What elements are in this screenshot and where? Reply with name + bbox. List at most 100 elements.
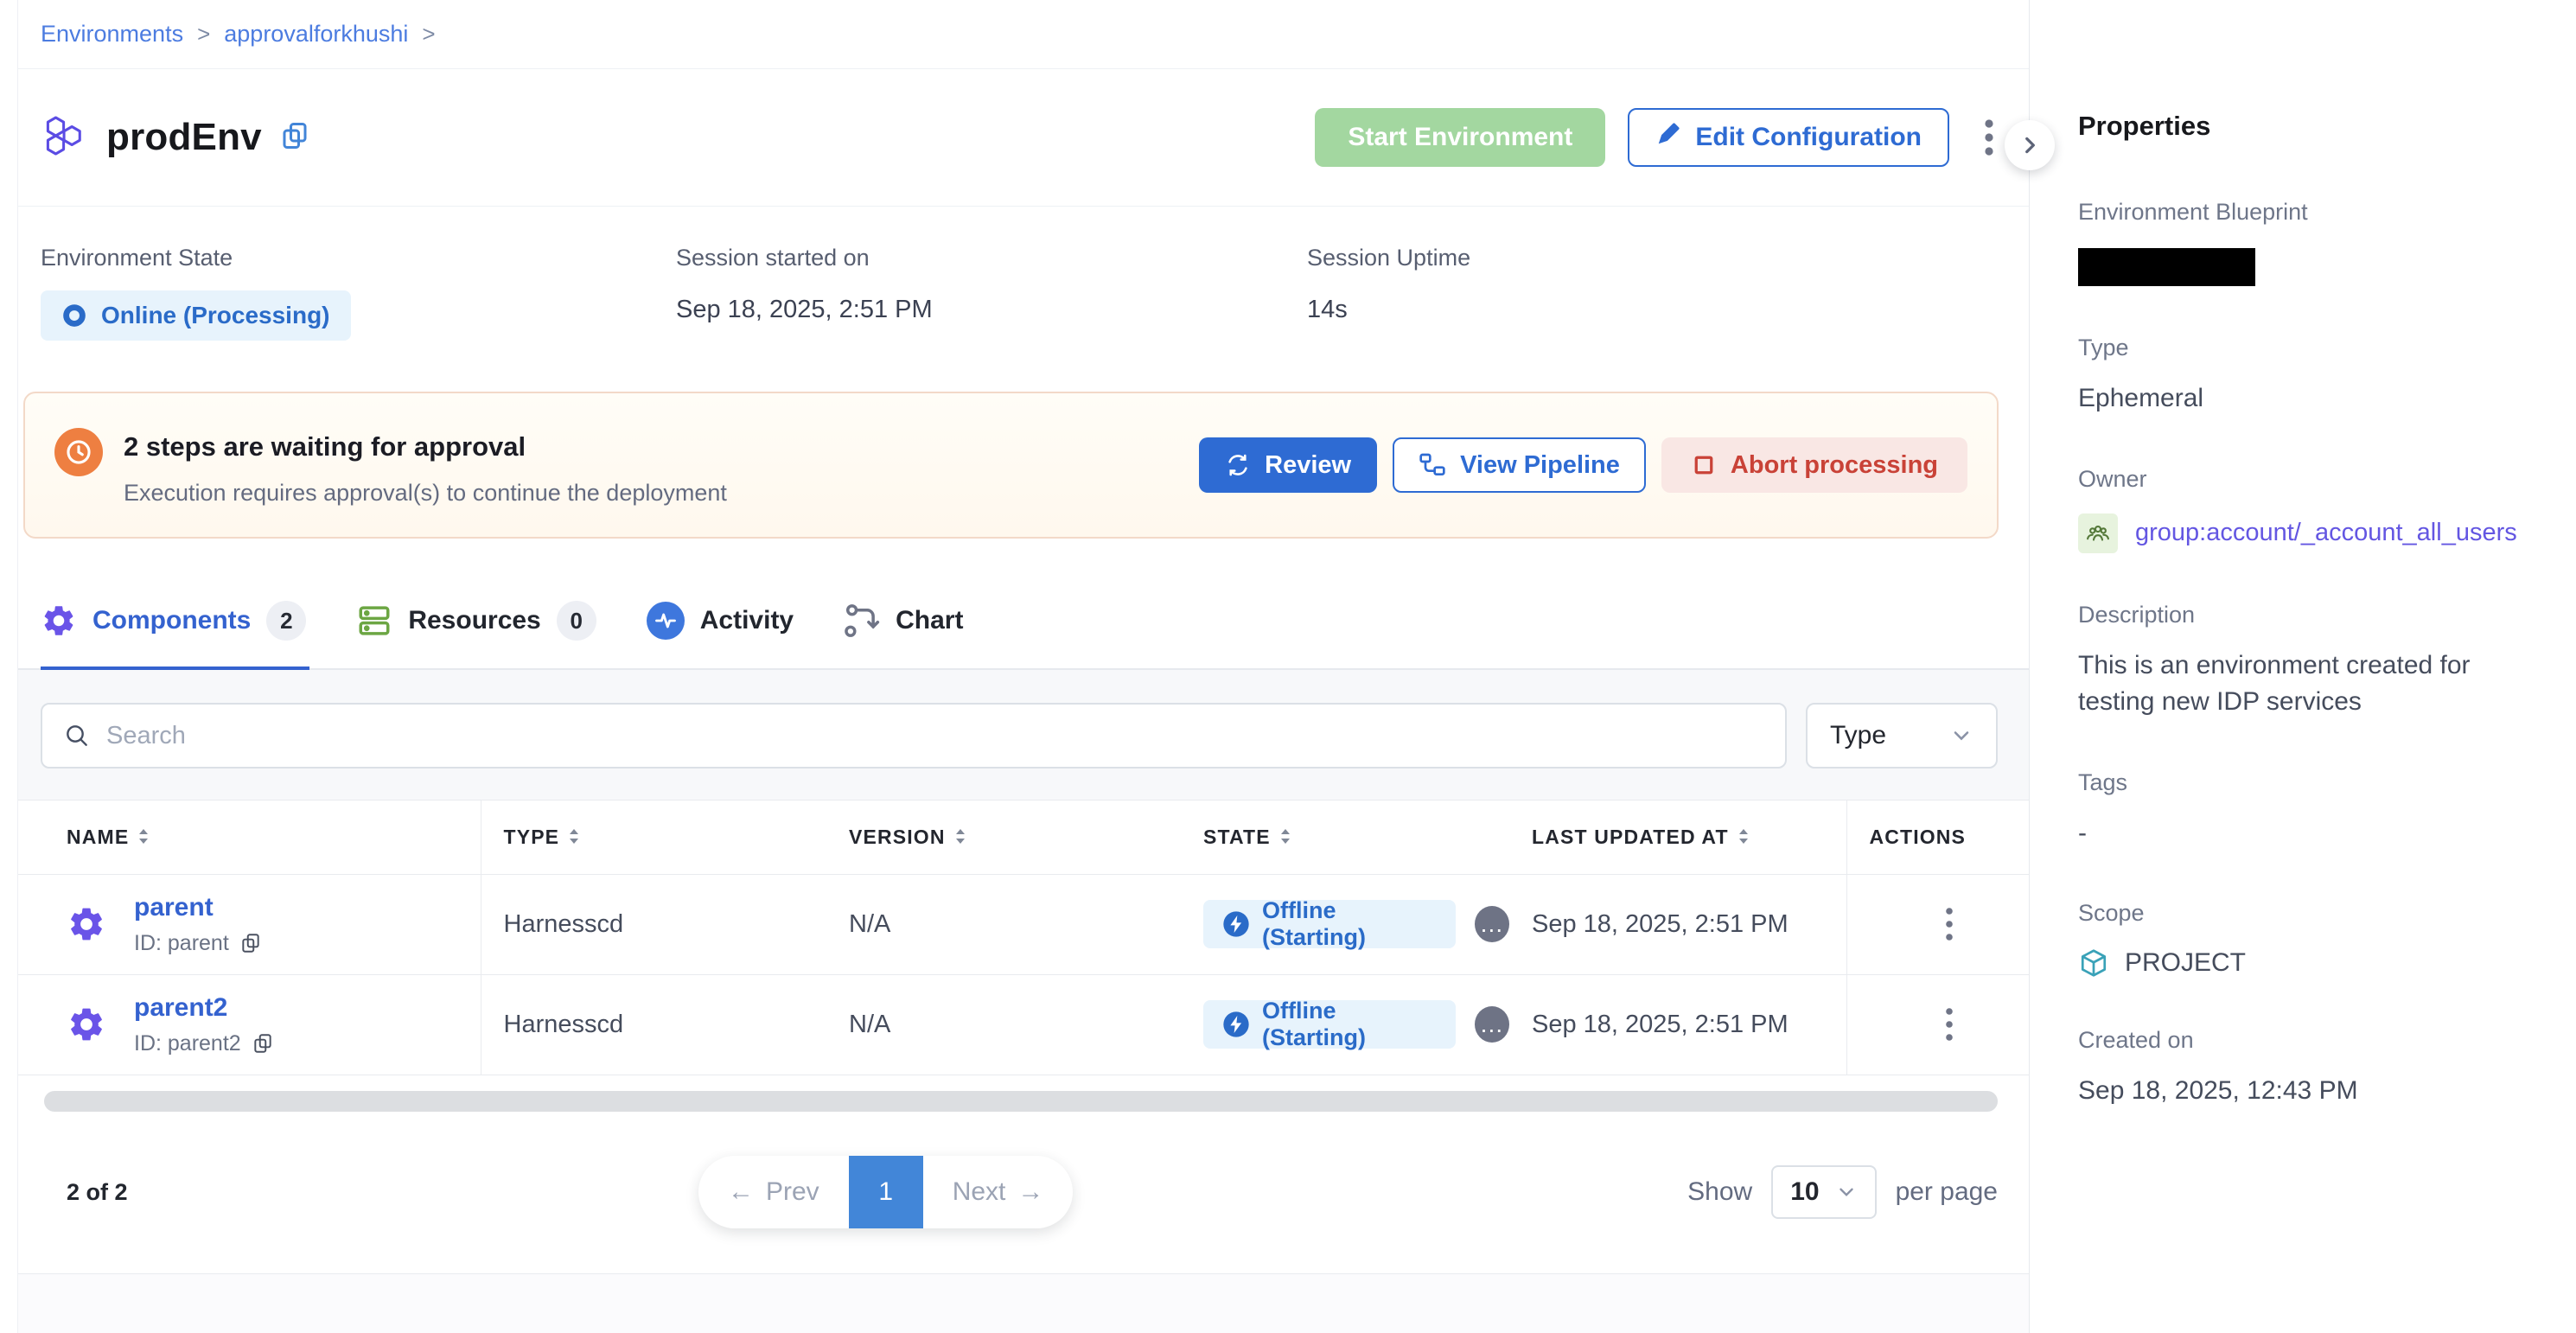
pagination-summary: 2 of 2 [67,1178,128,1205]
type-filter-dropdown[interactable]: Type [1806,703,1998,769]
breadcrumb: Environments > approvalforkhushi > [18,0,2029,69]
gear-icon [41,603,77,639]
edit-configuration-button[interactable]: Edit Configuration [1628,108,1949,167]
prev-page-button[interactable]: ← Prev [698,1177,849,1207]
activity-pulse-icon [646,602,685,640]
tags-property: Tags - [2078,769,2541,852]
tab-activity[interactable]: Activity [646,573,794,668]
component-name-link[interactable]: parent [134,892,214,922]
session-started-value: Sep 18, 2025, 2:51 PM [676,296,933,323]
environment-state-label: Environment State [41,245,233,271]
breadcrumb-environments-link[interactable]: Environments [41,21,184,47]
column-header-version[interactable]: VERSION [826,800,1181,875]
approval-warning-banner: 2 steps are waiting for approval Executi… [23,392,1999,539]
session-started-label: Session started on [676,245,870,271]
header-divider [18,206,2029,207]
sort-icon [1738,829,1748,845]
components-table-card: NAME TYPE VERSION STATE [18,800,2029,1274]
title-group: prodEnv [41,113,310,163]
breadcrumb-project-link[interactable]: approvalforkhushi [224,21,409,47]
detail-tabs: Components 2 Resources 0 [18,573,2029,670]
type-value: Ephemeral [2078,384,2204,412]
search-input[interactable] [106,721,1764,750]
component-name-link[interactable]: parent2 [134,992,228,1022]
arrow-left-icon: ← [728,1177,754,1206]
owner-group-link[interactable]: group:account/_account_all_users [2135,519,2517,547]
breadcrumb-separator-icon: > [197,21,211,47]
type-filter-label: Type [1830,721,1887,749]
banner-title: 2 steps are waiting for approval [124,431,526,462]
resources-count-badge: 0 [556,601,596,641]
column-header-type[interactable]: TYPE [481,800,826,875]
tags-value: - [2078,818,2087,847]
type-property: Type Ephemeral [2078,335,2541,418]
chevron-down-icon [1949,724,1973,748]
page-size-dropdown[interactable]: 10 [1771,1165,1877,1219]
bottom-strip [18,1273,2029,1333]
pencil-icon [1655,121,1681,154]
type-label: Type [2078,335,2129,360]
tab-components[interactable]: Components 2 [41,573,310,670]
table-header-row: NAME TYPE VERSION STATE [18,800,2029,875]
copy-id-icon[interactable] [252,1032,274,1055]
start-environment-button[interactable]: Start Environment [1315,108,1606,167]
tab-chart[interactable]: Chart [844,573,963,668]
page-number-button[interactable]: 1 [848,1156,923,1228]
clock-icon [54,427,103,476]
component-type: Harnesscd [481,874,826,975]
blueprint-property: Environment Blueprint [2078,199,2541,286]
blueprint-label: Environment Blueprint [2078,199,2308,225]
header-more-menu-button[interactable] [1972,112,2006,163]
description-value: This is an environment created for testi… [2078,650,2471,717]
sort-icon [955,829,965,845]
component-last-updated: Sep 18, 2025, 2:51 PM [1509,974,1847,1075]
pager: ← Prev 1 Next → [698,1156,1074,1228]
view-pipeline-button[interactable]: View Pipeline [1393,437,1646,493]
description-property: Description This is an environment creat… [2078,602,2541,721]
tab-activity-label: Activity [699,606,794,635]
row-actions-menu-button[interactable] [1870,906,2030,942]
column-header-last-updated[interactable]: LAST UPDATED AT [1509,800,1847,875]
scope-property: Scope PROJECT [2078,900,2541,979]
row-actions-menu-button[interactable] [1870,1006,2030,1043]
session-uptime-value: 14s [1307,296,1348,323]
created-on-property: Created on Sep 18, 2025, 12:43 PM [2078,1027,2541,1110]
view-pipeline-label: View Pipeline [1460,450,1620,479]
copy-title-icon[interactable] [279,120,310,156]
tab-resources[interactable]: Resources 0 [356,573,596,668]
left-gutter [0,0,17,1333]
group-icon [2078,513,2118,553]
bolt-circle-icon [1222,910,1250,938]
component-state-badge: Offline (Starting) [1203,998,1456,1050]
column-header-state[interactable]: STATE [1181,800,1509,875]
copy-id-icon[interactable] [239,932,262,954]
state-loading-ellipsis-icon: … [1474,1006,1509,1043]
owner-property: Owner group:account/_account_all_users [2078,466,2541,553]
pipeline-icon [1419,451,1446,479]
scope-value: PROJECT [2125,948,2247,978]
abort-processing-button[interactable]: Abort processing [1661,437,1967,493]
gear-icon [67,904,106,944]
arrow-right-icon: → [1017,1177,1044,1206]
refresh-cycle-icon [1225,452,1251,478]
bolt-circle-icon [1222,1011,1250,1038]
environment-state-badge: Online (Processing) [41,290,351,341]
prev-label: Prev [766,1177,819,1206]
next-page-button[interactable]: Next → [923,1177,1074,1207]
collapse-panel-button[interactable] [2005,120,2055,170]
properties-heading: Properties [2078,111,2211,141]
review-button[interactable]: Review [1199,437,1378,493]
component-last-updated: Sep 18, 2025, 2:51 PM [1509,874,1847,975]
description-label: Description [2078,601,2196,628]
edit-configuration-label: Edit Configuration [1695,123,1922,151]
blueprint-redacted-value [2078,248,2255,286]
gear-icon [67,1005,106,1044]
search-box [41,703,1787,769]
component-id: ID: parent [134,930,229,955]
flow-chart-icon [844,603,880,639]
horizontal-scrollbar[interactable] [44,1090,1998,1112]
tab-components-label: Components [92,606,252,635]
column-header-name[interactable]: NAME [18,800,481,875]
online-status-donut-icon [61,303,87,328]
table-row: parent2 ID: parent2 [18,974,2029,1075]
